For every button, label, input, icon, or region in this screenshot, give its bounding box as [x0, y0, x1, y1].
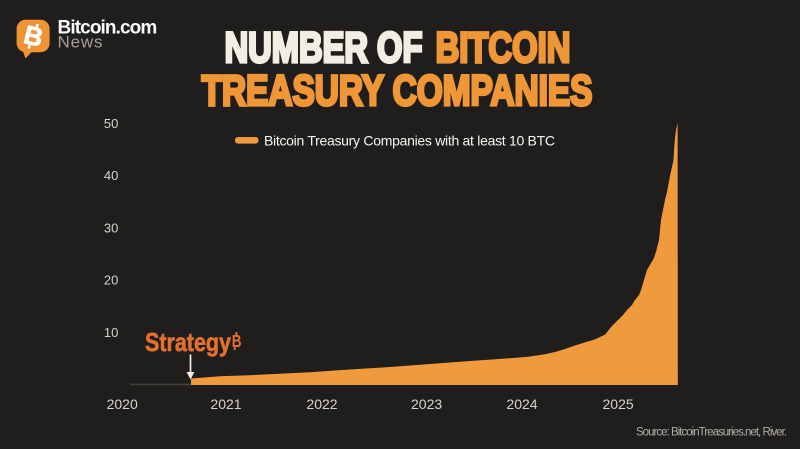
- svg-text:20: 20: [104, 273, 118, 288]
- svg-text:Bitcoin Treasury Companies wit: Bitcoin Treasury Companies with at least…: [264, 132, 555, 148]
- svg-text:10: 10: [104, 325, 118, 340]
- svg-text:Bitcoin.com: Bitcoin.com: [58, 18, 158, 39]
- svg-text:BITCOIN: BITCOIN: [436, 24, 571, 72]
- svg-text:50: 50: [104, 116, 118, 131]
- svg-text:2024: 2024: [506, 396, 537, 412]
- svg-text:Source: BitcoinTreasuries.net,: Source: BitcoinTreasuries.net, River.: [636, 427, 787, 439]
- svg-text:2023: 2023: [411, 396, 442, 412]
- svg-text:News: News: [58, 33, 103, 52]
- svg-text:Strategy: Strategy: [145, 327, 231, 357]
- svg-text:B: B: [232, 331, 242, 351]
- svg-text:2025: 2025: [603, 396, 634, 412]
- svg-text:30: 30: [104, 220, 118, 235]
- svg-text:2021: 2021: [210, 396, 241, 412]
- svg-text:2020: 2020: [107, 396, 138, 412]
- svg-text:2022: 2022: [306, 396, 337, 412]
- svg-text:40: 40: [104, 168, 118, 183]
- svg-text:TREASURY COMPANIES: TREASURY COMPANIES: [202, 67, 593, 115]
- svg-text:NUMBER OF: NUMBER OF: [225, 24, 423, 72]
